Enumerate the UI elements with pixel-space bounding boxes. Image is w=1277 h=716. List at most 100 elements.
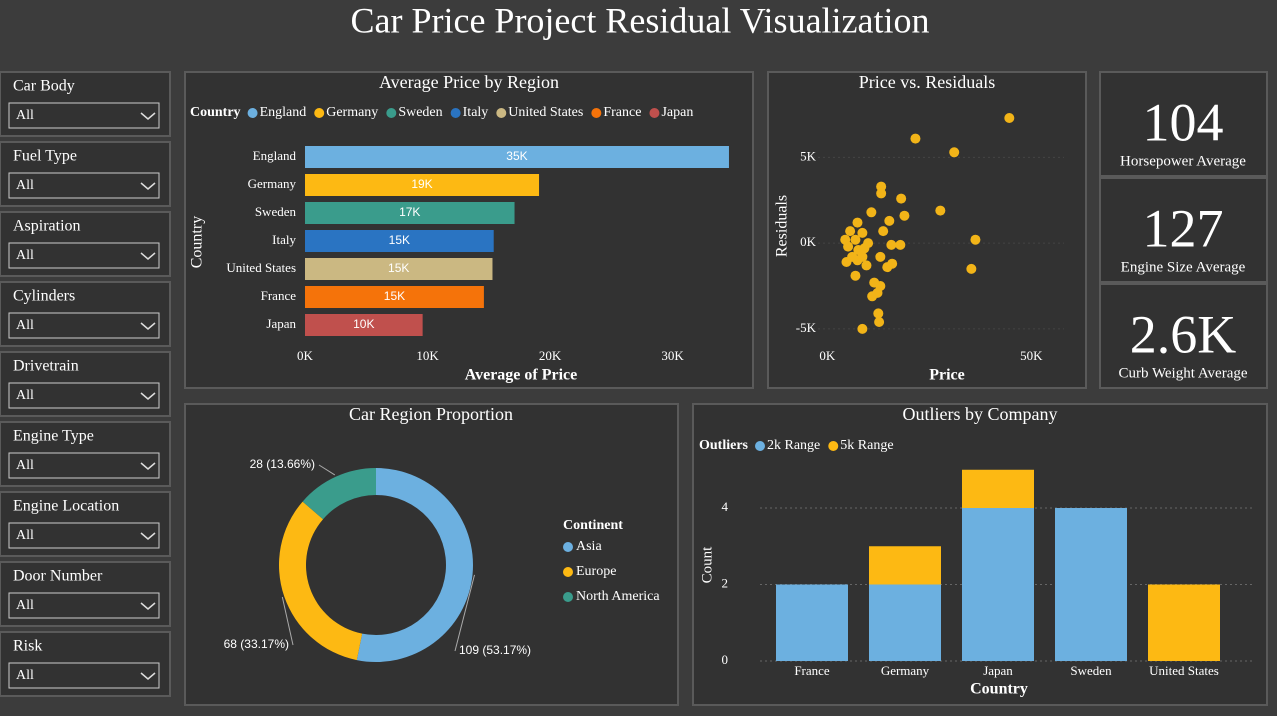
bar-segment [869,546,941,585]
slicer-panel [0,351,171,417]
bar-segment [776,584,848,661]
point [895,239,906,250]
dropdown-arrow[interactable] [140,462,156,470]
y-tick-label: England [253,148,297,163]
y-tick-label: Italy [272,232,296,247]
slicer-dropdown[interactable] [8,102,160,129]
legend-marker [450,108,461,118]
legend-label: Japan [661,105,693,120]
point [850,234,861,245]
dropdown-arrow[interactable] [140,392,156,400]
slicer-dropdown[interactable] [8,452,160,479]
donut-slice [356,468,473,662]
slicer-panel [0,631,171,697]
point [970,234,981,245]
slicer-label: Door Number [13,568,103,585]
point [873,308,884,319]
panel [1099,177,1268,283]
donut-slice [302,468,376,520]
slicer-label: Drivetrain [13,358,79,375]
slicer-label: Cylinders [13,288,75,305]
legend-label: Sweden [398,105,442,120]
point [852,255,863,266]
bar [305,146,729,168]
panel [1099,71,1268,177]
panel [184,403,679,706]
legend-title: Country [190,105,241,120]
x-tick-label: 30K [661,348,684,363]
data-label: 17K [399,205,420,219]
legend-label: Germany [326,105,378,120]
x-tick-label: Germany [881,663,930,678]
x-tick-label: United States [1149,663,1219,678]
slicer-label: Engine Type [13,428,94,445]
dropdown-arrow[interactable] [140,672,156,680]
y-tick-label: 0 [722,652,729,667]
legend-marker [247,108,258,118]
x-axis-label: Price [929,367,965,384]
dropdown-arrow[interactable] [140,112,156,120]
point [875,281,886,291]
chart-title: Price vs. Residuals [859,72,996,92]
x-tick-label: Sweden [1070,663,1112,678]
legend-marker [828,441,839,451]
x-tick-label: 20K [539,348,562,363]
donut-slice [278,501,363,661]
slicer-dropdown[interactable] [8,172,160,199]
slicer-panel [0,71,171,137]
card-value: 127 [1143,198,1224,258]
dropdown-arrow[interactable] [140,252,156,260]
point [896,193,907,204]
legend-label: North America [576,589,660,604]
y-axis-label: Count [699,546,715,584]
y-tick-label: 0K [800,234,817,249]
slicer-selection: All [16,248,34,263]
dropdown-arrow[interactable] [140,322,156,330]
slicer-selection: All [16,318,34,333]
data-label: 10K [353,317,374,331]
panel [767,71,1087,389]
slicer-selection: All [16,598,34,613]
bar [305,258,493,280]
x-axis-label: Average of Price [465,367,578,384]
slicer-panel [0,281,171,347]
point [859,243,870,254]
point [875,251,886,262]
slicer-dropdown[interactable] [8,592,160,619]
slicer-selection: All [16,668,34,683]
data-label: 68 (33.17%) [224,637,289,651]
slicer-dropdown[interactable] [8,382,160,409]
card-label: Horsepower Average [1120,153,1246,169]
y-tick-label: Japan [266,316,296,331]
point [845,226,856,237]
slicer-panel [0,421,171,487]
point [884,215,895,226]
card-value: 104 [1143,92,1224,152]
slicer-dropdown[interactable] [8,312,160,339]
slicer-label: Risk [13,638,42,655]
dropdown-arrow[interactable] [140,532,156,540]
dropdown-arrow[interactable] [140,182,156,190]
legend-title: Outliers [699,438,749,453]
slicer-selection: All [16,528,34,543]
card-label: Engine Size Average [1121,259,1246,275]
legend-marker [563,592,573,602]
legend-marker [496,108,507,118]
dropdown-arrow[interactable] [140,602,156,610]
data-label: 28 (13.66%) [250,457,315,471]
point [910,133,921,144]
slicer-dropdown[interactable] [8,662,160,689]
x-tick-label: France [794,663,830,678]
bar [305,202,515,224]
slicer-dropdown[interactable] [8,522,160,549]
slicer-dropdown[interactable] [8,242,160,269]
slicer-selection: All [16,108,34,123]
y-axis-label: Country [189,216,206,268]
leader-line [281,596,294,646]
card-value: 2.6K [1130,304,1237,364]
point [841,257,852,267]
chart-title: Average Price by Region [379,72,559,92]
chart-title: Outliers by Company [903,404,1058,424]
legend-label: Asia [576,539,602,554]
slicer-label: Car Body [13,78,75,95]
